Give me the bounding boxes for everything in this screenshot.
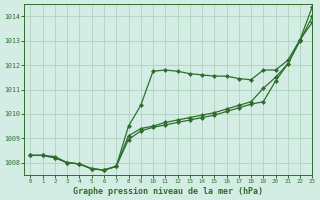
X-axis label: Graphe pression niveau de la mer (hPa): Graphe pression niveau de la mer (hPa) (73, 187, 263, 196)
